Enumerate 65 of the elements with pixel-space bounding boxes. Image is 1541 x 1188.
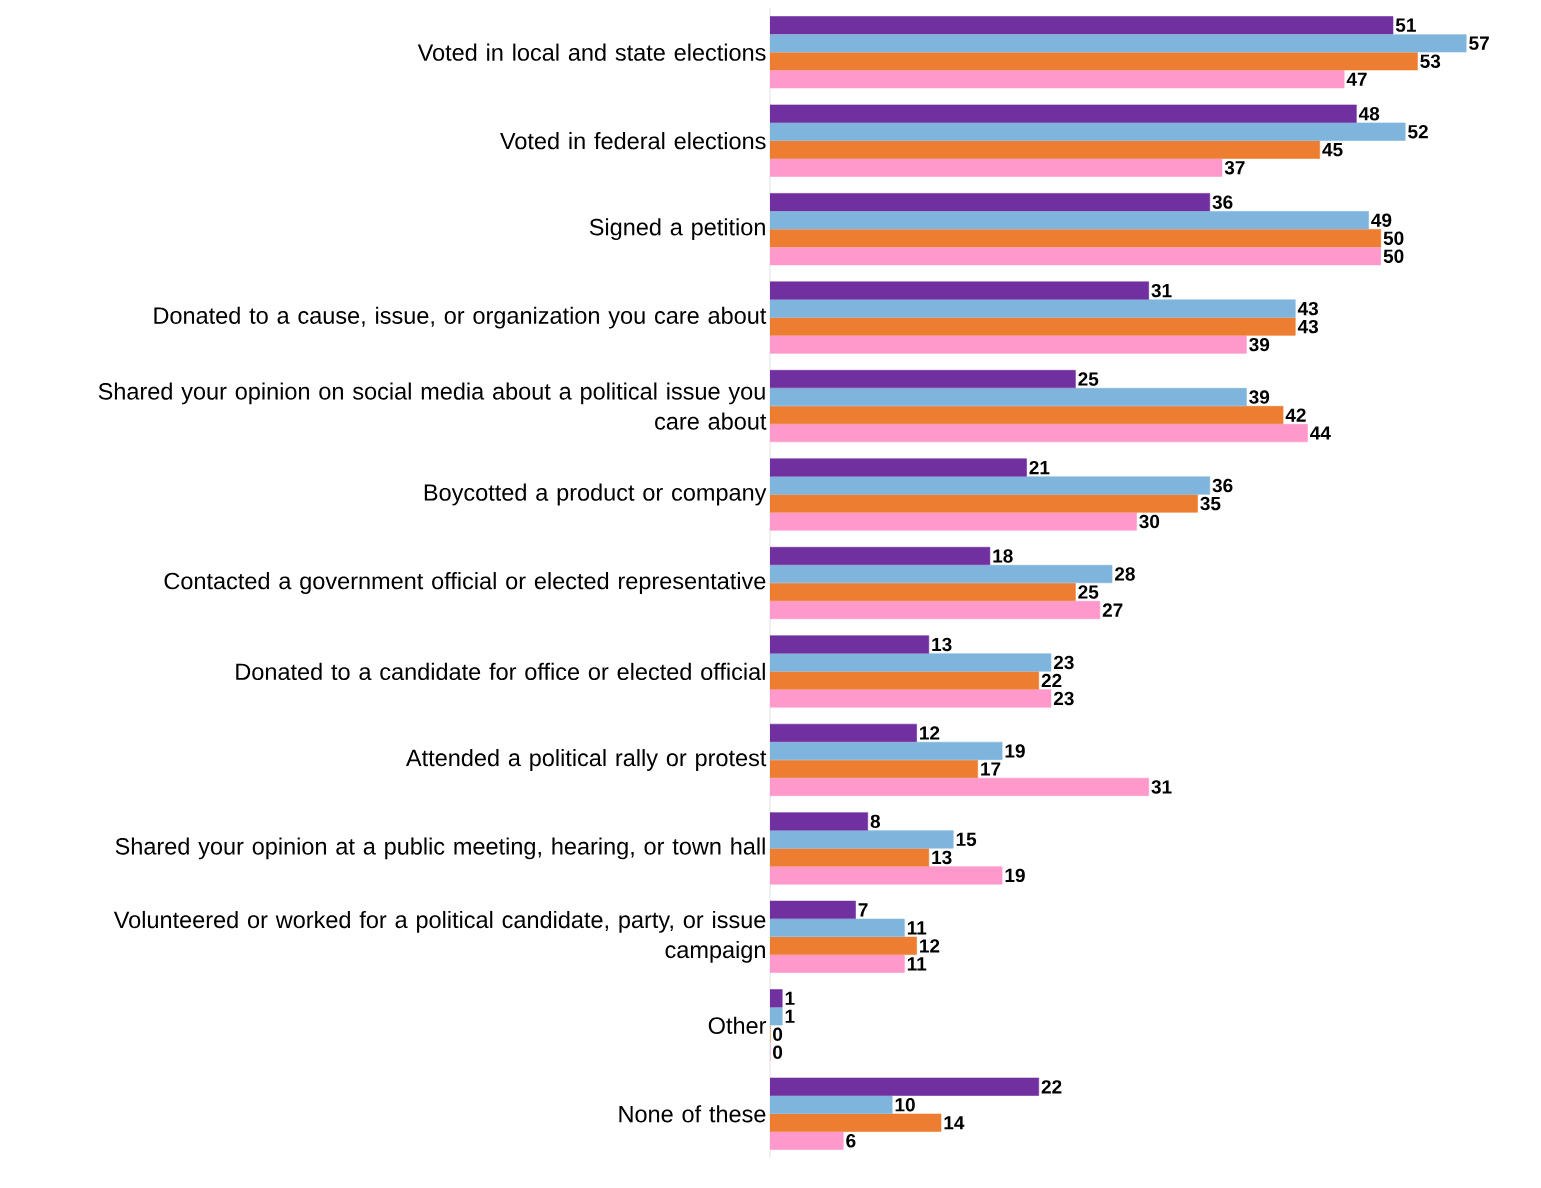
data-label: 39 [1249, 390, 1270, 404]
data-label: 22 [1041, 1080, 1062, 1094]
data-label: 7 [858, 903, 868, 917]
data-label: 30 [1139, 514, 1160, 529]
data-label: 1 [785, 991, 795, 1005]
data-label: 28 [1114, 567, 1135, 581]
data-label: 23 [1053, 655, 1074, 670]
y-tick-label: Attended a political rally or protest [406, 748, 767, 771]
data-label: 27 [1102, 603, 1123, 617]
data-label: 12 [920, 726, 940, 740]
y-tick-label: Other [708, 1016, 767, 1034]
data-label: 25 [1078, 372, 1099, 386]
data-label: 42 [1285, 408, 1306, 422]
data-label: 22 [1041, 673, 1062, 688]
y-tick-label: Donated to a candidate for office or elected official [236, 662, 765, 681]
y-tick-label: Volunteered or worked for a political candidate, party, or issue campaign [113, 910, 766, 963]
data-label: 49 [1371, 213, 1392, 227]
data-label: 25 [1078, 585, 1099, 599]
data-label: 1 [785, 1009, 795, 1023]
data-label: 44 [1310, 426, 1331, 440]
data-label: 8 [870, 814, 880, 829]
data-label: 14 [944, 1116, 965, 1130]
data-label: 36 [1212, 195, 1233, 209]
data-label: 21 [1029, 460, 1050, 475]
y-tick-label: Signed a petition [589, 218, 765, 241]
y-tick-label: Shared your opinion at a public meeting, hearing, or town hall [115, 837, 765, 860]
y-tick-label: None of these [619, 1105, 766, 1123]
data-label: 13 [932, 850, 952, 865]
data-label: 51 [1395, 18, 1416, 32]
data-label: 45 [1322, 143, 1343, 157]
data-label: 39 [1249, 337, 1270, 352]
data-label: 48 [1358, 106, 1380, 121]
data-label: 17 [981, 762, 1001, 776]
data-label: 6 [846, 1134, 856, 1148]
data-label: 19 [1005, 868, 1025, 883]
data-label: 57 [1469, 36, 1489, 50]
data-label: 37 [1224, 160, 1245, 175]
data-label: 0 [773, 1027, 783, 1042]
y-tick-label: Contacted a government official or elected representative [164, 572, 766, 594]
data-label: 18 [993, 549, 1013, 563]
data-label: 50 [1383, 231, 1404, 245]
data-label: 23 [1053, 691, 1074, 706]
data-label: 43 [1297, 319, 1318, 334]
data-label: 10 [895, 1098, 915, 1112]
y-tick-label: Voted in federal elections [500, 132, 766, 150]
data-label: 13 [932, 637, 952, 652]
data-label: 0 [773, 1045, 783, 1060]
data-label: 11 [907, 957, 927, 971]
data-label: 35 [1200, 496, 1221, 511]
data-label: 53 [1420, 54, 1441, 68]
data-label: 19 [1005, 744, 1025, 758]
y-tick-label: Boycotted a product or company [424, 483, 767, 506]
data-label: 31 [1151, 780, 1172, 794]
data-label: 52 [1408, 124, 1428, 139]
data-label: 36 [1212, 478, 1233, 493]
y-tick-label: Shared your opinion on social media about a political issue you care about [98, 382, 767, 430]
data-label: 11 [907, 921, 927, 935]
data-label: 31 [1151, 283, 1172, 298]
data-label: 15 [956, 832, 977, 847]
y-tick-label: Donated to a cause, issue, or organization you care about [154, 306, 767, 329]
data-label: 43 [1297, 301, 1318, 316]
data-label: 12 [920, 939, 940, 953]
data-label: 50 [1383, 249, 1404, 263]
data-label: 47 [1346, 72, 1367, 86]
y-tick-label: Voted in local and state elections [417, 43, 766, 61]
